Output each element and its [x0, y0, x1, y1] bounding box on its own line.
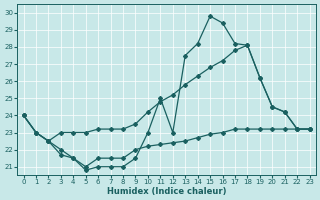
X-axis label: Humidex (Indice chaleur): Humidex (Indice chaleur): [107, 187, 226, 196]
